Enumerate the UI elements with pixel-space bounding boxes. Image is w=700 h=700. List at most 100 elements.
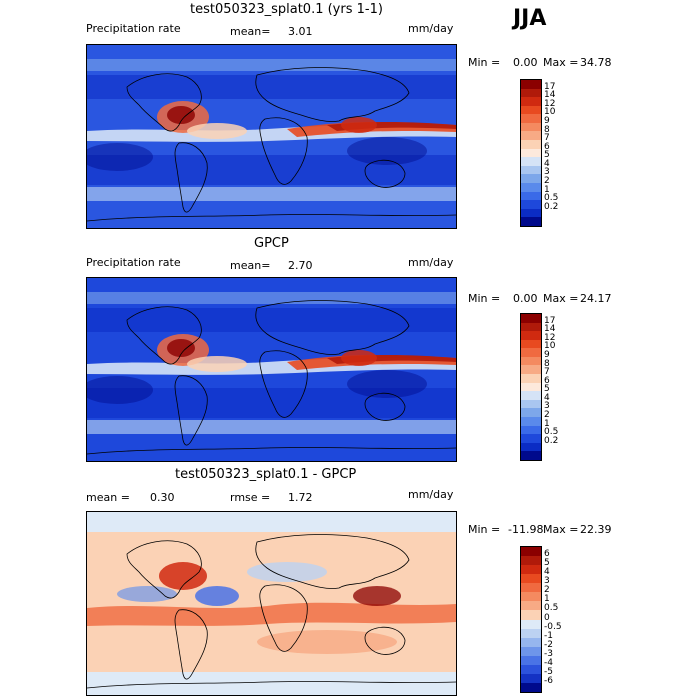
colorbar-tick-label: 5 (544, 558, 550, 569)
colorbar-swatch (521, 356, 541, 366)
colorbar-tick-label: 4 (544, 392, 550, 403)
panel2-mean-label: mean= (230, 259, 271, 272)
panel1-min-label: Min = (468, 56, 501, 69)
colorbar-swatch (521, 556, 541, 566)
panel2-min-label: Min = (468, 292, 501, 305)
panel2-mean-value: 2.70 (288, 259, 313, 272)
panel1-colorbar (520, 79, 542, 227)
colorbar-tick-label: -4 (544, 657, 553, 668)
panel2-map (86, 277, 457, 462)
panel3-rmse-label: rmse = (230, 491, 271, 504)
colorbar-tick-label: 7 (544, 367, 550, 378)
panel2-max-label: Max = (543, 292, 579, 305)
colorbar-swatch (521, 131, 541, 141)
colorbar-tick-label: 3 (544, 576, 550, 587)
colorbar-tick-label: 9 (544, 349, 550, 360)
colorbar-tick-label: 14 (544, 324, 556, 335)
colorbar-swatch (521, 583, 541, 593)
panel1-units: mm/day (408, 22, 454, 35)
colorbar-tick-label: 0.2 (544, 201, 559, 212)
colorbar-swatch (521, 182, 541, 192)
colorbar-tick-label: -2 (544, 639, 553, 650)
colorbar-tick-label: 10 (544, 107, 556, 118)
colorbar-tick-label: -3 (544, 648, 553, 659)
colorbar-tick-label: 2 (544, 410, 550, 421)
colorbar-tick-label: 7 (544, 133, 550, 144)
colorbar-tick-label: -5 (544, 666, 553, 677)
panel1-mean-label: mean= (230, 25, 271, 38)
colorbar-swatch (521, 348, 541, 357)
colorbar-swatch (521, 148, 541, 158)
colorbar-tick-label: 0.5 (544, 427, 559, 438)
colorbar-tick-label: 4 (544, 567, 550, 578)
colorbar-swatch (521, 157, 541, 166)
colorbar-swatch (521, 637, 541, 647)
colorbar-swatch (521, 601, 541, 611)
panel2-max-value: 24.17 (580, 292, 612, 305)
colorbar-tick-label: 0.5 (544, 193, 559, 204)
colorbar-tick-label: 9 (544, 115, 550, 126)
colorbar-tick-label: 10 (544, 341, 556, 352)
colorbar-swatch (521, 434, 541, 443)
colorbar-swatch (521, 442, 541, 452)
panel1-left-label: Precipitation rate (86, 22, 181, 35)
colorbar-swatch (521, 382, 541, 392)
colorbar-swatch (521, 646, 541, 656)
colorbar-tick-label: 0.2 (544, 435, 559, 446)
colorbar-tick-label: 2 (544, 176, 550, 187)
colorbar-swatch (521, 88, 541, 98)
colorbar-tick-label: 17 (544, 315, 556, 326)
panel3-map-field (87, 512, 456, 695)
colorbar-tick-label: 3 (544, 401, 550, 412)
colorbar-swatch (521, 114, 541, 123)
colorbar-tick-label: -6 (544, 675, 553, 686)
colorbar-swatch (521, 664, 541, 674)
colorbar-tick-label: 14 (544, 90, 556, 101)
colorbar-swatch (521, 619, 541, 629)
panel3-units: mm/day (408, 488, 454, 501)
panel2-title: GPCP (254, 236, 289, 251)
colorbar-swatch (521, 682, 541, 692)
colorbar-swatch (521, 331, 541, 340)
colorbar-tick-label: 2 (544, 585, 550, 596)
colorbar-swatch (521, 628, 541, 638)
colorbar-swatch (521, 425, 541, 435)
panel3-max-value: 22.39 (580, 523, 612, 536)
panel1-title: test050323_splat0.1 (yrs 1-1) (190, 2, 383, 17)
panel1-map-field (87, 45, 456, 228)
panel3-min-value: -11.98 (508, 523, 544, 536)
colorbar-swatch (521, 416, 541, 426)
colorbar-tick-label: 17 (544, 81, 556, 92)
panel2-map-field (87, 278, 456, 461)
panel3-title: test050323_splat0.1 - GPCP (175, 467, 357, 482)
panel1-min-value: 0.00 (513, 56, 538, 69)
colorbar-swatch (521, 365, 541, 375)
colorbar-tick-label: 1 (544, 594, 550, 605)
colorbar-tick-label: 1 (544, 184, 550, 195)
colorbar-tick-label: 12 (544, 332, 556, 343)
colorbar-tick-label: 5 (544, 150, 550, 161)
colorbar-swatch (521, 322, 541, 332)
colorbar-tick-label: 0.5 (544, 603, 559, 614)
panel3-max-label: Max = (543, 523, 579, 536)
colorbar-swatch (521, 314, 541, 323)
colorbar-swatch (521, 200, 541, 209)
colorbar-tick-label: 6 (544, 549, 550, 560)
colorbar-swatch (521, 80, 541, 89)
panel1-max-value: 34.78 (580, 56, 612, 69)
colorbar-tick-label: -1 (544, 630, 553, 641)
colorbar-swatch (521, 122, 541, 132)
colorbar-swatch (521, 565, 541, 575)
colorbar-tick-label: 0 (544, 612, 550, 623)
panel1-max-label: Max = (543, 56, 579, 69)
colorbar-tick-label: -0.5 (544, 621, 562, 632)
colorbar-swatch (521, 399, 541, 409)
colorbar-swatch (521, 391, 541, 400)
colorbar-swatch (521, 174, 541, 183)
colorbar-swatch (521, 339, 541, 349)
colorbar-tick-label: 12 (544, 98, 556, 109)
panel3-rmse-value: 1.72 (288, 491, 313, 504)
panel2-colorbar (520, 313, 542, 461)
colorbar-swatch (521, 105, 541, 115)
colorbar-swatch (521, 217, 541, 226)
